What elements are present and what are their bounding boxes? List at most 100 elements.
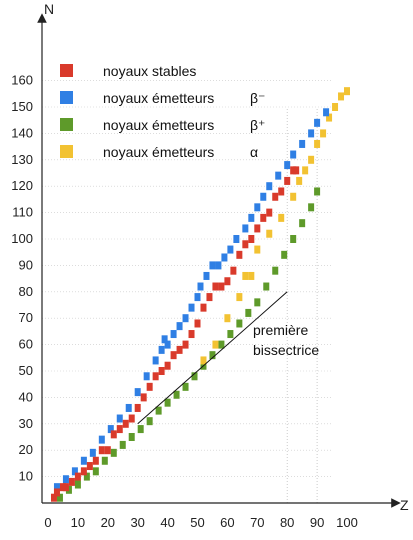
y-tick-label: 110 (12, 205, 33, 220)
nuclide-point (152, 372, 159, 381)
y-tick-label: 30 (19, 416, 33, 431)
nuclide-point (83, 472, 90, 481)
nuclide-point (230, 266, 237, 275)
nuclide-point (290, 192, 297, 201)
nuclide-point (293, 166, 300, 175)
nuclide-point (272, 266, 279, 275)
nuclide-point (107, 425, 114, 434)
nuclide-point (164, 340, 171, 349)
nuclide-point (80, 467, 87, 476)
nuclide-point (245, 308, 252, 317)
nuclide-point (197, 282, 204, 291)
nuclide-point (236, 250, 243, 259)
nuclide-point (212, 282, 219, 291)
nuclide-point (122, 419, 129, 428)
nuclide-point (248, 235, 255, 243)
nuclide-point (218, 282, 225, 291)
nuclide-point (182, 340, 189, 349)
y-tick-label: 40 (19, 389, 33, 404)
y-tick-label: 140 (11, 125, 33, 140)
nuclide-point (281, 250, 288, 259)
nuclide-point (218, 340, 225, 349)
nuclide-point (278, 187, 285, 196)
nuclide-point (164, 398, 171, 407)
nuclide-point (203, 271, 210, 280)
x-axis-label: Z (400, 497, 409, 513)
nuclide-point (284, 176, 291, 185)
nuclide-point (320, 129, 327, 138)
annotation-line-2: bissectrice (253, 342, 319, 358)
nuclide-point (158, 345, 165, 354)
nuclide-point (170, 351, 177, 360)
y-tick-label: 130 (11, 152, 33, 167)
nuclide-point (92, 467, 99, 476)
x-tick-label: 50 (190, 515, 204, 530)
x-tick-label: 100 (336, 515, 358, 530)
nuclide-point (272, 192, 279, 201)
nuclide-point (194, 293, 201, 302)
nuclide-point (308, 129, 315, 138)
nuclide-point (299, 219, 306, 228)
annotation-line-1: première (253, 322, 308, 338)
nuclide-point (290, 235, 297, 243)
nuclide-point (110, 448, 117, 457)
nuclide-point (74, 480, 81, 489)
nuclide-point (326, 113, 333, 122)
nuclide-point (314, 118, 321, 127)
x-tick-label: 30 (130, 515, 144, 530)
nuclide-point (236, 293, 243, 302)
nuclide-point (62, 475, 69, 484)
x-tick-label: 80 (280, 515, 294, 530)
nuclide-point (248, 271, 255, 280)
nuclide-point (200, 303, 207, 312)
nuclide-point (338, 92, 345, 101)
nuclide-point (266, 208, 273, 217)
nuclide-point (128, 414, 135, 423)
nuclide-point (284, 161, 291, 170)
bisector-annotation: première bissectrice (137, 291, 319, 425)
legend-swatch (60, 64, 73, 77)
nuclide-point (212, 340, 219, 349)
nuclide-point (236, 319, 243, 328)
nuclide-point (134, 388, 141, 397)
legend: noyaux stables noyaux émetteurs β⁻ noyaux é… (60, 63, 265, 160)
nuclide-point (155, 406, 162, 415)
nuclide-point (128, 433, 135, 441)
y-tick-label: 20 (19, 442, 33, 457)
nuclide-point (209, 351, 216, 360)
legend-label: noyaux émetteurs (103, 117, 214, 133)
nuclide-point (80, 456, 87, 465)
nuclide-point (50, 493, 57, 502)
axes: Z N (37, 1, 409, 513)
nuclide-point (314, 187, 321, 196)
y-tick-label: 120 (11, 178, 33, 193)
x-tick-label: 90 (310, 515, 324, 530)
nuclide-point (164, 361, 171, 370)
tick-labels: 0 10 20 30 40 50 60 70 80 90 100 10 20 30 40 50 60 70 80 90… (11, 73, 358, 530)
legend-label: noyaux émetteurs (103, 144, 214, 160)
nuclide-point (233, 235, 240, 243)
nuclide-point (302, 166, 309, 175)
legend-label: noyaux stables (103, 63, 196, 79)
nuclide-point (200, 356, 207, 365)
y-tick-label: 50 (19, 363, 33, 378)
nuclide-point (98, 435, 105, 444)
y-tick-label: 70 (19, 310, 33, 325)
x-tick-label: 70 (250, 515, 264, 530)
nuclide-point (191, 372, 198, 381)
nuclide-point (110, 430, 117, 439)
nuclide-point (242, 271, 249, 280)
nuclide-point (224, 314, 231, 323)
nuclide-point (278, 213, 285, 222)
nuclide-point (146, 417, 153, 426)
y-tick-label: 90 (19, 257, 33, 272)
nuclide-point (275, 171, 282, 180)
nuclide-point (74, 472, 81, 481)
nuclide-point (323, 108, 330, 117)
nuclide-point (125, 403, 132, 412)
nuclide-point (242, 224, 249, 233)
legend-symbol: α (250, 144, 258, 160)
legend-symbol: β⁺ (250, 117, 265, 133)
